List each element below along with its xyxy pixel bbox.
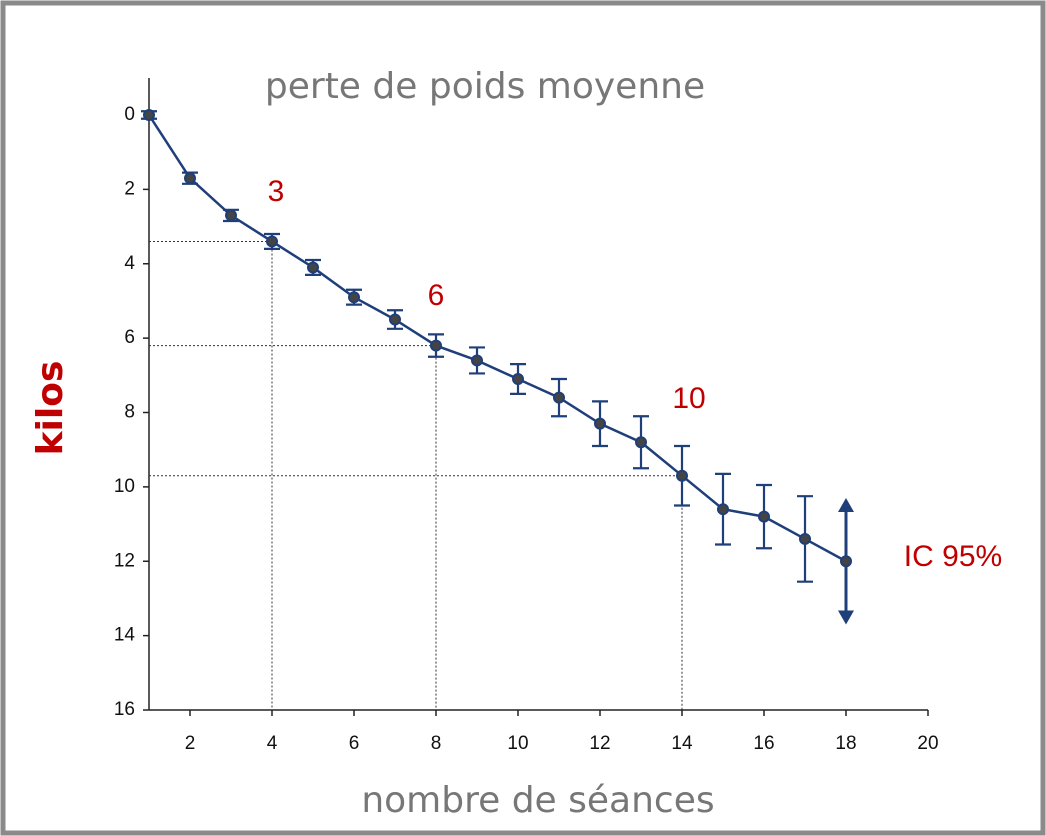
y-axis-label: kilos — [30, 361, 71, 456]
annotation: 3 — [268, 175, 285, 208]
y-tick-label: 12 — [114, 550, 135, 571]
data-point — [225, 209, 237, 222]
x-tick-label: 14 — [671, 733, 693, 754]
y-tick-label: 8 — [124, 402, 135, 423]
data-point — [594, 417, 606, 430]
annotation: 6 — [428, 279, 445, 312]
y-tick-label: 0 — [124, 104, 135, 125]
x-tick-label: 16 — [753, 733, 774, 754]
x-tick-label: 12 — [589, 733, 610, 754]
data-point — [143, 109, 155, 121]
data-point — [471, 354, 483, 367]
x-tick-label: 6 — [349, 733, 360, 754]
data-point — [348, 291, 360, 304]
data-point — [676, 469, 688, 482]
x-tick-label: 20 — [917, 733, 938, 754]
data-point — [430, 339, 442, 352]
y-tick-label: 10 — [114, 476, 135, 497]
x-tick-label: 10 — [507, 733, 528, 754]
x-tick-label: 4 — [267, 733, 278, 754]
data-point — [635, 436, 647, 449]
data-point — [758, 510, 770, 523]
y-tick-label: 16 — [114, 699, 135, 720]
data-point — [512, 373, 524, 386]
ci-arrow-head — [838, 498, 854, 513]
y-tick-label: 6 — [124, 327, 135, 348]
data-point — [840, 555, 852, 568]
data-point — [266, 235, 278, 248]
x-axis-label: nombre de séances — [361, 780, 714, 821]
data-point — [184, 172, 196, 185]
data-line — [147, 114, 847, 563]
y-tick-label: 4 — [124, 253, 135, 274]
data-point — [389, 313, 401, 326]
y-tick-label: 2 — [124, 178, 135, 199]
data-point — [307, 261, 319, 274]
data-point — [553, 391, 565, 404]
ci-arrow-head — [838, 610, 854, 625]
x-tick-label: 18 — [835, 733, 856, 754]
annotation: IC 95% — [904, 540, 1002, 573]
data-point — [717, 503, 729, 516]
x-tick-label: 2 — [185, 733, 196, 754]
x-tick-label: 8 — [431, 733, 442, 754]
annotation: 10 — [672, 382, 705, 415]
y-tick-label: 14 — [114, 625, 136, 646]
data-point — [799, 532, 811, 545]
chart-title: perte de poids moyenne — [265, 66, 705, 107]
